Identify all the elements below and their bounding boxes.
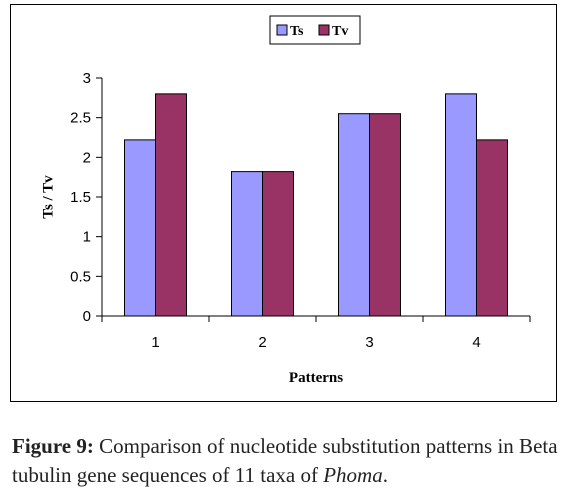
x-tick-label: 2 [258, 334, 266, 351]
y-axis-title: Ts / Tv [40, 175, 56, 219]
chart-legend: Ts Tv [269, 15, 361, 45]
legend-label-tv: Tv [332, 24, 348, 39]
bar-tv-2 [262, 171, 294, 317]
bars-group [124, 93, 508, 317]
figure-caption: Figure 9: Comparison of nucleotide subst… [12, 432, 562, 490]
y-tick-label: 2 [83, 149, 91, 166]
axes-group [96, 77, 531, 322]
bar-tv-4 [476, 139, 508, 317]
y-tick-label: 1 [83, 229, 91, 246]
y-tick-label: 1.5 [70, 189, 91, 206]
caption-end: . [382, 463, 388, 487]
bar-tv-3 [369, 113, 401, 317]
legend-swatch-tv [318, 24, 330, 36]
tick-labels-group: 0 0.5 1 1.5 2 2.5 3 1 2 3 4 [70, 70, 481, 351]
bar-tv-1 [155, 93, 187, 317]
bar-chart: Ts Tv 0 0.5 1 1.5 2 2.5 3 1 2 3 4 Patterns Ts / Tv [40, 15, 531, 386]
bar-ts-3 [338, 113, 370, 317]
legend-label-ts: Ts [290, 24, 304, 39]
legend-swatch-ts [276, 24, 288, 36]
y-tick-label: 0.5 [70, 268, 91, 285]
x-tick-label: 1 [151, 334, 159, 351]
y-tick-label: 0 [83, 308, 91, 325]
caption-genus: Phoma [323, 463, 383, 487]
x-tick-label: 3 [365, 334, 373, 351]
bar-ts-1 [124, 139, 156, 317]
y-tick-label: 3 [83, 70, 91, 87]
bar-ts-2 [231, 171, 263, 317]
figure-label: Figure 9: [12, 434, 94, 458]
bar-ts-4 [445, 93, 477, 317]
caption-text: Comparison of nucleotide substitution pa… [12, 434, 558, 487]
x-axis-title: Patterns [289, 370, 343, 386]
x-tick-label: 4 [472, 334, 480, 351]
y-tick-label: 2.5 [70, 110, 91, 127]
